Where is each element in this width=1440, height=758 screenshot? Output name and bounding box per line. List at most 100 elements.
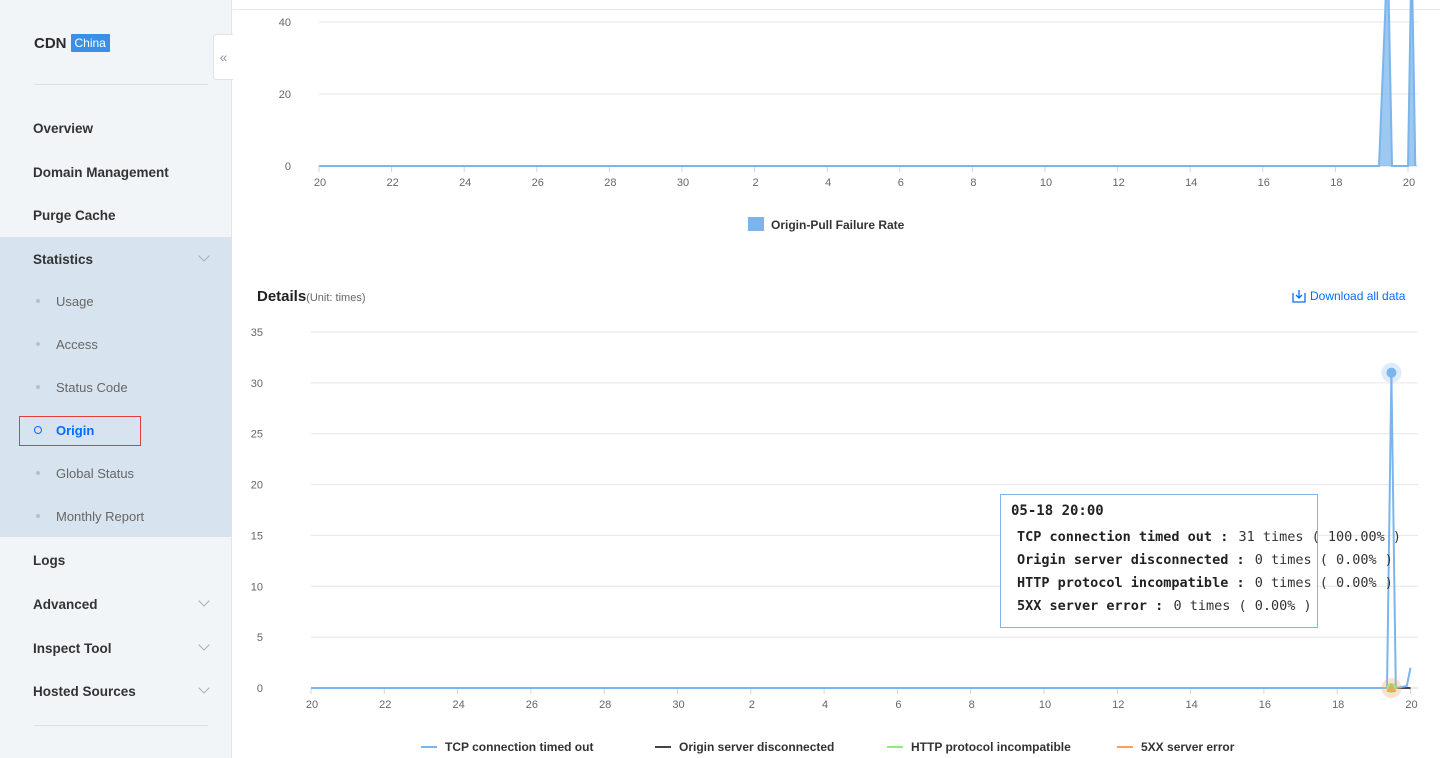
- x-tick-label: 20: [1405, 699, 1417, 711]
- legend-label: Origin server disconnected: [679, 740, 834, 754]
- series-line: [319, 0, 1417, 167]
- x-tick-label: 16: [1259, 699, 1271, 711]
- main-content: 0 20 40 20 22 24 26 28 30 2 4 6 8 10 12 14 16 18 20 Origin-…: [233, 0, 1440, 758]
- sidebar-item-hosted-sources[interactable]: Hosted Sources: [0, 669, 232, 713]
- legend-label: 5XX server error: [1141, 740, 1235, 754]
- x-tick-label: 28: [604, 177, 616, 189]
- y-tick-label: 0: [285, 161, 291, 173]
- y-tick-label: 5: [257, 632, 263, 644]
- active-ring-icon: [34, 426, 42, 434]
- data-point: [1386, 683, 1397, 692]
- x-tick-label: 2: [749, 699, 755, 711]
- x-tick-label: 10: [1039, 699, 1051, 711]
- sidebar-subitem-origin[interactable]: Origin: [0, 409, 232, 452]
- x-tick-label: 22: [386, 177, 398, 189]
- tooltip-series-name: HTTP protocol incompatible: [1017, 574, 1229, 591]
- sidebar-subitem-label: Global Status: [56, 466, 135, 481]
- bullet-icon: [36, 342, 40, 346]
- y-tick-label: 10: [251, 581, 263, 593]
- divider: [233, 9, 1440, 10]
- x-tick-label: 26: [526, 699, 538, 711]
- y-tick-label: 25: [251, 429, 263, 441]
- chevron-down-icon: [198, 639, 210, 651]
- download-all-data-link[interactable]: Download all data: [1291, 288, 1405, 304]
- sidebar-subitem-usage[interactable]: Usage: [0, 280, 232, 323]
- tooltip-row: Origin server disconnected : 0 times ( 0…: [1017, 551, 1393, 568]
- sidebar-item-purge-cache[interactable]: Purge Cache: [33, 207, 116, 223]
- download-icon: [1292, 290, 1306, 303]
- tooltip-series-value: 31 times ( 100.00% ): [1238, 528, 1402, 545]
- sidebar-subitem-access[interactable]: Access: [0, 323, 232, 366]
- chart-tooltip: 05-18 20:00 TCP connection timed out : 3…: [1000, 494, 1402, 628]
- x-tick-label: 2: [753, 177, 759, 189]
- data-point: [1386, 367, 1397, 378]
- sidebar-subitem-label: Usage: [56, 294, 94, 309]
- legend-label: TCP connection timed out: [445, 740, 593, 754]
- tooltip-row: TCP connection timed out : 31 times ( 10…: [1017, 528, 1402, 545]
- details-title: Details: [257, 288, 307, 305]
- sidebar-item-statistics[interactable]: Statistics: [0, 237, 232, 281]
- x-tick-label: 28: [599, 699, 611, 711]
- bullet-icon: [36, 299, 40, 303]
- x-tick-label: 18: [1332, 699, 1344, 711]
- x-tick-label: 26: [532, 177, 544, 189]
- legend-swatch: [748, 217, 764, 231]
- tooltip-series-value: 0 times ( 0.00% ): [1254, 551, 1393, 568]
- tooltip-series-value: 0 times ( 0.00% ): [1173, 597, 1312, 614]
- region-badge: China: [70, 34, 110, 52]
- sidebar-item-label: Statistics: [33, 251, 94, 267]
- sidebar-item-overview[interactable]: Overview: [33, 120, 94, 136]
- sidebar-subitem-global-status[interactable]: Global Status: [0, 452, 232, 495]
- bullet-icon: [36, 471, 40, 475]
- y-tick-label: 35: [251, 327, 263, 339]
- collapse-sidebar-button[interactable]: «: [213, 34, 233, 80]
- x-tick-label: 6: [895, 699, 901, 711]
- x-tick-label: 12: [1112, 699, 1124, 711]
- sidebar-item-advanced[interactable]: Advanced: [0, 582, 232, 626]
- x-tick-label: 10: [1040, 177, 1052, 189]
- divider: [34, 725, 208, 726]
- sidebar-item-label: Hosted Sources: [33, 683, 136, 699]
- sidebar-item-logs[interactable]: Logs: [33, 552, 66, 568]
- brand-name: CDN: [34, 34, 67, 52]
- sidebar-subitem-label: Access: [56, 337, 98, 352]
- bullet-icon: [36, 514, 40, 518]
- x-tick-label: 14: [1185, 177, 1197, 189]
- sidebar-item-label: Advanced: [33, 596, 98, 612]
- sidebar-item-domain-management[interactable]: Domain Management: [33, 164, 169, 180]
- sidebar-subitem-label: Status Code: [56, 380, 128, 395]
- y-tick-label: 40: [279, 17, 291, 29]
- tooltip-row: HTTP protocol incompatible : 0 times ( 0…: [1017, 574, 1393, 591]
- sidebar-item-label: Inspect Tool: [33, 640, 112, 656]
- x-tick-label: 20: [306, 699, 318, 711]
- series-area: [319, 0, 1416, 166]
- sidebar-item-inspect-tool[interactable]: Inspect Tool: [0, 626, 232, 670]
- double-chevron-left-icon: «: [219, 49, 228, 65]
- y-tick-label: 30: [251, 378, 263, 390]
- x-tick-label: 30: [677, 177, 689, 189]
- sidebar-subitem-label: Monthly Report: [56, 509, 145, 524]
- x-tick-label: 22: [379, 699, 391, 711]
- x-tick-label: 24: [459, 177, 471, 189]
- divider: [34, 84, 208, 85]
- y-tick-label: 20: [251, 480, 263, 492]
- legend-label: HTTP protocol incompatible: [911, 740, 1071, 754]
- chevron-down-icon: [198, 595, 210, 607]
- x-tick-label: 24: [452, 699, 464, 711]
- x-tick-label: 8: [970, 177, 976, 189]
- sidebar-subitem-monthly-report[interactable]: Monthly Report: [0, 495, 232, 538]
- x-tick-label: 4: [825, 177, 831, 189]
- tooltip-series-value: 0 times ( 0.00% ): [1254, 574, 1393, 591]
- chevron-down-icon: [198, 682, 210, 694]
- tooltip-row: 5XX server error : 0 times ( 0.00% ): [1017, 597, 1312, 614]
- series-line: [311, 372, 1412, 690]
- x-tick-label: 12: [1112, 177, 1124, 189]
- sidebar-subitem-status-code[interactable]: Status Code: [0, 366, 232, 409]
- x-tick-label: 20: [314, 177, 326, 189]
- x-tick-label: 4: [822, 699, 828, 711]
- x-tick-label: 16: [1258, 177, 1270, 189]
- bullet-icon: [36, 385, 40, 389]
- x-tick-label: 18: [1330, 177, 1342, 189]
- details-unit: (Unit: times): [306, 292, 366, 304]
- x-tick-label: 6: [898, 177, 904, 189]
